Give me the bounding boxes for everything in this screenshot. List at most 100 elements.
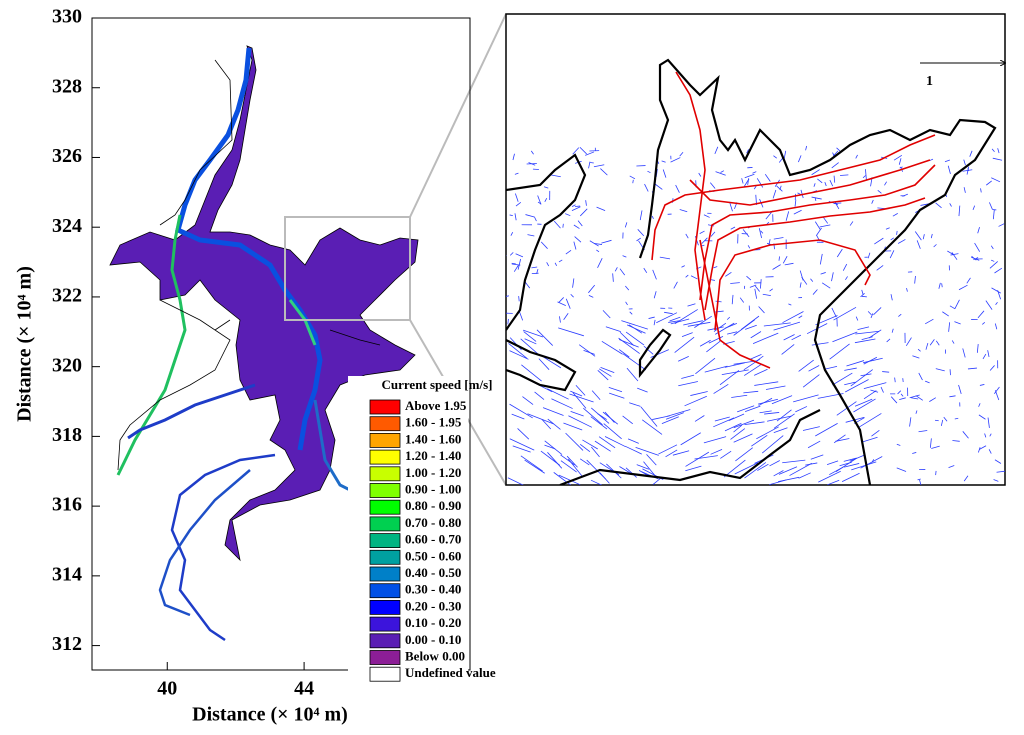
vector	[530, 150, 534, 155]
vector	[909, 417, 912, 427]
vector	[653, 291, 657, 299]
vector	[811, 342, 829, 346]
vector	[734, 462, 759, 475]
legend-label: 0.70 - 0.80	[405, 515, 461, 530]
vector	[719, 370, 740, 386]
vector	[544, 444, 556, 450]
vector	[951, 252, 958, 260]
vector	[760, 230, 764, 234]
vector	[509, 252, 514, 256]
y-tick-label: 326	[52, 145, 82, 167]
vector	[929, 339, 935, 346]
vector	[839, 174, 849, 176]
vector	[836, 147, 841, 152]
vector	[710, 279, 715, 281]
vector	[997, 290, 1001, 300]
vector	[618, 337, 640, 354]
vector	[573, 224, 580, 229]
vector	[773, 321, 801, 331]
vector	[609, 392, 625, 399]
vector	[721, 369, 749, 376]
vector	[773, 470, 784, 477]
vector	[508, 343, 528, 359]
vector	[753, 368, 768, 376]
vector	[727, 331, 738, 335]
vector	[952, 440, 960, 442]
vector	[665, 449, 678, 458]
vector	[992, 157, 1003, 161]
vector	[911, 397, 919, 400]
vector	[978, 445, 987, 450]
vector	[703, 436, 727, 444]
vector	[744, 421, 765, 426]
vector	[855, 316, 859, 321]
vector	[914, 275, 916, 284]
vector	[588, 161, 591, 169]
vector	[982, 353, 987, 360]
vector	[509, 350, 529, 360]
legend-label: Below 0.00	[405, 648, 465, 663]
vector	[737, 405, 755, 413]
vector	[747, 245, 751, 249]
vector	[931, 445, 940, 449]
vector	[514, 172, 519, 175]
vector	[573, 241, 577, 250]
vector	[834, 201, 840, 210]
channel	[158, 469, 251, 617]
vector	[653, 319, 656, 326]
y-tick-label: 312	[52, 633, 82, 655]
streamlines	[651, 71, 936, 369]
vector	[583, 407, 603, 426]
vector	[673, 281, 678, 289]
legend-label: Undefined value	[405, 665, 496, 680]
vector	[593, 242, 603, 245]
vector	[553, 220, 561, 229]
vector	[863, 382, 887, 390]
vector	[756, 178, 764, 188]
vector	[754, 285, 760, 292]
legend-label: 0.20 - 0.30	[405, 598, 461, 613]
vector	[510, 232, 514, 236]
vector	[832, 331, 858, 343]
vector	[989, 202, 993, 210]
vector	[819, 253, 823, 265]
vector	[715, 171, 726, 176]
vector	[512, 445, 531, 453]
vector	[882, 371, 890, 373]
vector	[558, 297, 564, 303]
vector	[935, 340, 940, 346]
vector	[868, 329, 882, 339]
vector	[808, 365, 820, 372]
vector	[694, 315, 712, 328]
legend-label: 0.40 - 0.50	[405, 565, 461, 580]
legend-label: 0.00 - 0.10	[405, 632, 461, 647]
vector	[929, 397, 936, 402]
streamline	[714, 239, 871, 331]
legend-label: 0.10 - 0.20	[405, 615, 461, 630]
vector	[990, 245, 994, 250]
vector	[540, 241, 548, 249]
vector	[861, 295, 867, 298]
vector	[754, 381, 779, 386]
vector	[846, 360, 865, 367]
legend-swatch	[369, 616, 401, 632]
vector	[764, 412, 780, 415]
vector	[670, 157, 681, 163]
vector	[805, 145, 808, 151]
vector	[977, 310, 985, 319]
vector	[518, 311, 524, 321]
vector	[917, 348, 921, 352]
vector	[597, 258, 603, 268]
vector	[954, 417, 959, 420]
vector	[637, 387, 648, 393]
vector	[841, 472, 860, 482]
vector	[783, 334, 795, 341]
vector	[876, 265, 884, 271]
vector	[944, 159, 950, 163]
vector	[823, 365, 838, 370]
vector	[518, 296, 520, 302]
vector	[590, 479, 603, 485]
vector	[735, 447, 753, 462]
vector	[958, 205, 961, 217]
vector	[798, 359, 814, 372]
